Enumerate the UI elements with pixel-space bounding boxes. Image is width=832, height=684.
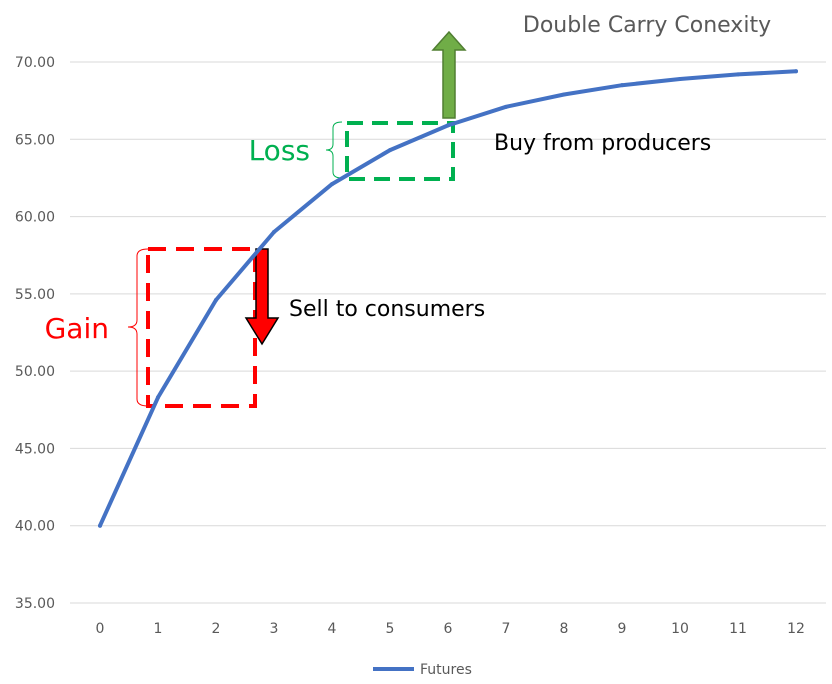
data-point-3 [272,230,276,235]
loss-box [345,121,455,181]
gain-label: Gain [45,312,109,345]
data-point-2 [214,298,218,303]
data-point-7 [504,104,508,109]
x-tick-label: 9 [618,621,627,637]
loss-label: Loss [249,134,310,167]
x-tick-labels: 0 1 2 3 4 5 6 7 8 9 10 11 12 [96,621,805,637]
chart-title: Double Carry Conexity [523,13,771,38]
data-point-10 [678,77,682,82]
y-tick-label: 50.00 [15,364,55,380]
buy-label: Buy from producers [494,131,711,156]
x-tick-label: 6 [444,621,453,637]
data-point-9 [620,83,624,88]
y-tick-labels: 35.00 40.00 45.00 50.00 55.00 60.00 65.00 70.00 [15,55,55,612]
y-tick-label: 40.00 [15,519,55,535]
x-tick-label: 7 [502,621,511,637]
y-tick-label: 60.00 [15,210,55,226]
x-tick-label: 0 [96,621,105,637]
y-tick-label: 45.00 [15,441,55,457]
data-point-0 [98,523,102,528]
data-point-8 [562,92,566,97]
series-points [98,69,798,528]
grid-lines [70,61,826,604]
legend-label-futures: Futures [420,662,472,678]
x-tick-label: 4 [328,621,337,637]
x-tick-label: 11 [729,621,747,637]
y-tick-label: 65.00 [15,132,55,148]
x-tick-label: 2 [212,621,221,637]
x-tick-label: 10 [671,621,689,637]
data-point-4 [330,182,334,187]
y-tick-label: 55.00 [15,287,55,303]
data-point-1 [156,395,160,400]
gain-bracket [127,248,149,407]
data-point-6 [446,123,450,128]
x-tick-label: 5 [386,621,395,637]
x-tick-label: 8 [560,621,569,637]
y-tick-label: 70.00 [15,55,55,71]
y-tick-label: 35.00 [15,596,55,612]
x-tick-label: 1 [154,621,163,637]
x-tick-label: 12 [787,621,805,637]
sell-label: Sell to consumers [289,297,485,322]
sell-arrow-icon [244,248,280,346]
data-point-12 [794,69,798,74]
buy-arrow-icon [431,30,467,119]
data-point-5 [388,148,392,153]
data-point-11 [736,72,740,77]
x-tick-label: 3 [270,621,279,637]
loss-bracket [325,121,343,179]
